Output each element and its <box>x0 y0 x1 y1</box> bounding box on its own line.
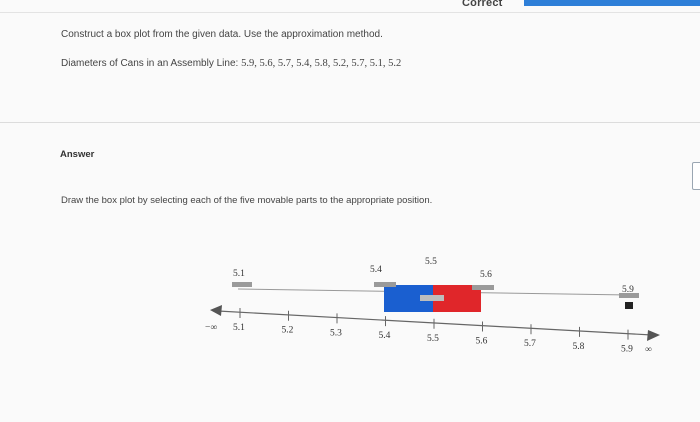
tick-label: 5.3 <box>330 328 342 338</box>
q1-handle[interactable] <box>374 282 396 287</box>
neg-infinity-label: −∞ <box>205 323 217 333</box>
answer-input-box[interactable] <box>692 162 700 190</box>
top-separator <box>0 12 700 13</box>
q3-handle-label: 5.6 <box>480 270 492 280</box>
maximum-handle-label: 5.9 <box>622 285 634 295</box>
tick-label: 5.7 <box>524 339 536 349</box>
q1-handle-label: 5.4 <box>370 265 382 275</box>
data-line: Diameters of Cans in an Assembly Line: 5… <box>61 58 401 69</box>
correct-status-label: Correct <box>462 0 503 9</box>
progress-bar <box>524 0 700 6</box>
tick-label: 5.6 <box>476 337 488 347</box>
tick-label: 5.9 <box>621 345 633 355</box>
tick-label: 5.4 <box>379 331 391 341</box>
tick-label: 5.1 <box>233 323 245 333</box>
right-arrow-icon <box>647 330 660 341</box>
median-handle-label: 5.5 <box>425 257 437 267</box>
minimum-handle[interactable] <box>232 282 252 287</box>
left-arrow-icon <box>210 305 222 316</box>
top-bar: Correct <box>0 0 700 14</box>
pos-infinity-label: ∞ <box>645 345 652 355</box>
answer-label: Answer <box>60 149 95 160</box>
tick-label: 5.8 <box>573 342 585 352</box>
data-label: Diameters of Cans in an Assembly Line: <box>61 58 239 69</box>
tick-marks <box>239 308 629 340</box>
maximum-handle[interactable] <box>619 293 639 309</box>
section-divider <box>0 122 700 123</box>
median-handle[interactable] <box>420 295 444 301</box>
tick-label: 5.5 <box>427 334 439 344</box>
tick-label: 5.2 <box>282 326 294 336</box>
minimum-handle-label: 5.1 <box>233 269 245 279</box>
instruction-text: Draw the box plot by selecting each of t… <box>61 195 433 206</box>
tick-labels: 5.1 5.2 5.3 5.4 5.5 5.6 5.7 5.8 5.9 <box>233 323 633 355</box>
q3-handle[interactable] <box>472 285 494 290</box>
question-prompt: Construct a box plot from the given data… <box>61 29 383 40</box>
data-values: 5.9, 5.6, 5.7, 5.4, 5.8, 5.2, 5.7, 5.1, … <box>241 58 402 69</box>
